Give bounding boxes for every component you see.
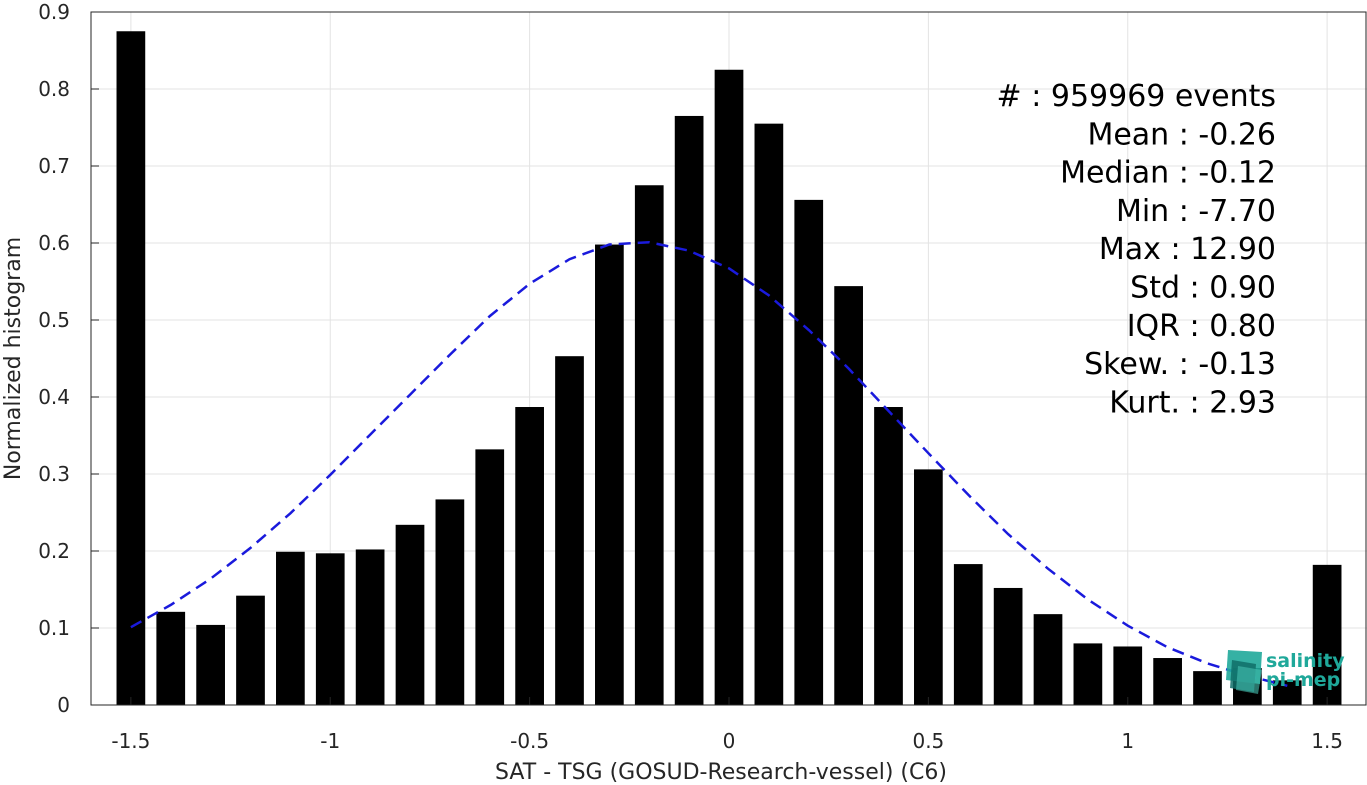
- histogram-bar: [953, 564, 983, 705]
- stat-line: Min : -7.70: [1116, 194, 1276, 229]
- histogram-bar: [435, 499, 465, 705]
- x-axis-ticks: -1.5 -1 -0.5 0 0.5 1 1.5: [111, 697, 1343, 753]
- logo-mark-icon: [1226, 650, 1262, 694]
- salinity-pimep-logo: salinity pi-mep: [1226, 650, 1345, 694]
- histogram-bar: [236, 595, 265, 705]
- y-tick-label: 0.5: [38, 308, 70, 332]
- x-tick-label: 1: [1121, 729, 1134, 753]
- stat-line: IQR : 0.80: [1127, 309, 1276, 344]
- stat-line: Median : -0.12: [1060, 156, 1276, 191]
- y-axis-title: Normalized histogram: [1, 237, 26, 480]
- histogram-bar: [1153, 658, 1182, 705]
- y-tick-label: 0.2: [38, 539, 70, 563]
- histogram-bar: [116, 31, 146, 705]
- histogram-bar: [1272, 680, 1302, 705]
- stat-line: Mean : -0.26: [1087, 117, 1276, 152]
- histogram-bar: [1073, 643, 1103, 705]
- histogram-bar: [834, 286, 863, 705]
- x-tick-label: -1.5: [111, 729, 150, 753]
- stat-line: Kurt. : 2.93: [1109, 385, 1276, 420]
- histogram-bar: [914, 469, 943, 705]
- histogram-bar: [595, 244, 624, 706]
- histogram-bar: [674, 115, 704, 705]
- histogram-bar: [196, 624, 225, 705]
- histogram-bar: [315, 553, 345, 705]
- histogram-bar: [634, 185, 664, 705]
- y-tick-label: 0.3: [38, 462, 70, 486]
- histogram-bar: [555, 356, 584, 705]
- logo-text-line2: pi-mep: [1266, 669, 1340, 691]
- x-tick-label: 1.5: [1311, 729, 1343, 753]
- y-axis-ticks: 0 0.1 0.2 0.3 0.4 0.5 0.6 0.7 0.8 0.9: [38, 0, 99, 717]
- stat-line: Std : 0.90: [1130, 271, 1276, 306]
- histogram-bar: [754, 123, 784, 705]
- gaussian-fit-curve: [130, 240, 1288, 688]
- histogram-bar: [1312, 564, 1342, 705]
- y-tick-label: 0.4: [38, 385, 70, 409]
- y-tick-label: 0.1: [38, 616, 70, 640]
- stat-line: Skew. : -0.13: [1084, 347, 1276, 382]
- stat-line: Max : 12.90: [1099, 232, 1276, 267]
- histogram-bar: [794, 199, 824, 705]
- stat-line: # : 959969 events: [997, 79, 1276, 114]
- fit-curve-group: [130, 240, 1288, 688]
- histogram-bar: [714, 69, 744, 705]
- y-tick-label: 0.7: [38, 154, 70, 178]
- histogram-bar: [1113, 646, 1143, 705]
- logo-text-line1: salinity: [1266, 650, 1345, 672]
- histogram-bar: [395, 524, 425, 705]
- y-tick-label: 0: [57, 693, 70, 717]
- histogram-bar: [475, 449, 505, 705]
- x-tick-label: 0: [723, 729, 736, 753]
- histogram-bar: [1033, 614, 1063, 705]
- histogram-bar: [874, 407, 903, 705]
- x-tick-label: -1: [320, 729, 340, 753]
- histogram-bar: [355, 549, 385, 705]
- x-axis-title: SAT - TSG (GOSUD-Research-vessel) (C6): [495, 760, 947, 785]
- y-tick-label: 0.9: [38, 0, 70, 24]
- histogram-bar: [276, 551, 305, 705]
- histogram-bar: [156, 611, 186, 705]
- histogram-bars: [116, 31, 1342, 706]
- x-tick-label: 0.5: [912, 729, 944, 753]
- histogram-bar: [515, 407, 544, 705]
- histogram-bar: [993, 587, 1023, 705]
- histogram-bar: [1193, 671, 1222, 705]
- x-tick-label: -0.5: [510, 729, 549, 753]
- y-tick-label: 0.6: [38, 231, 70, 255]
- y-tick-label: 0.8: [38, 77, 70, 101]
